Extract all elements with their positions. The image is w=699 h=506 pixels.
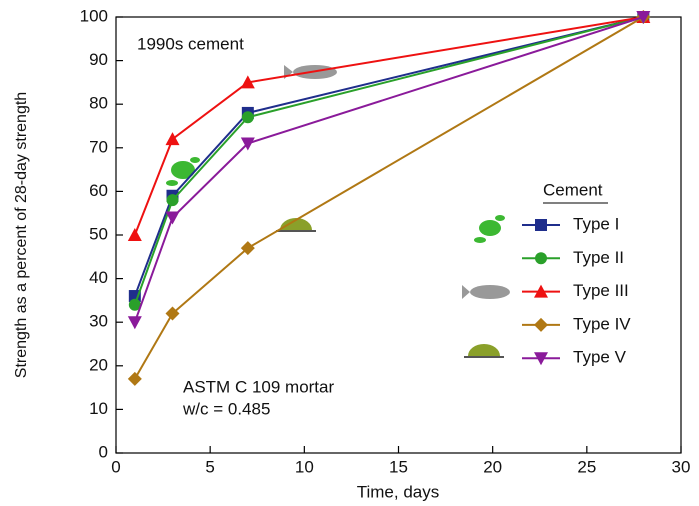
x-tick-label: 25 xyxy=(577,457,596,476)
fish-icon xyxy=(462,285,510,299)
series-line xyxy=(133,16,644,323)
annotation: ASTM C 109 mortar xyxy=(183,377,334,396)
y-tick-label: 50 xyxy=(89,224,108,243)
y-tick-label: 30 xyxy=(89,312,108,331)
legend-label: Type IV xyxy=(573,314,631,333)
series-line xyxy=(133,16,644,380)
marker xyxy=(165,132,180,146)
legend-label: Type III xyxy=(573,281,629,300)
legend-marker xyxy=(535,219,547,231)
series-line xyxy=(133,16,644,297)
annotation: w/c = 0.485 xyxy=(182,399,270,418)
y-tick-label: 0 xyxy=(99,442,108,461)
y-tick-label: 40 xyxy=(89,268,108,287)
legend-label: Type I xyxy=(573,214,619,233)
y-tick-label: 80 xyxy=(89,94,108,113)
legend-marker xyxy=(534,317,548,332)
x-tick-label: 15 xyxy=(389,457,408,476)
marker xyxy=(165,211,180,225)
x-tick-label: 30 xyxy=(672,457,691,476)
x-tick-label: 5 xyxy=(205,457,214,476)
marker xyxy=(240,241,255,256)
frog-icon xyxy=(474,215,505,243)
y-tick-label: 100 xyxy=(80,6,108,25)
legend-label: Type II xyxy=(573,248,624,267)
turtle-icon xyxy=(464,344,504,358)
x-tick-label: 10 xyxy=(295,457,314,476)
y-axis-label: Strength as a percent of 28-day strength xyxy=(13,92,30,378)
marker xyxy=(166,194,179,207)
x-tick-label: 20 xyxy=(483,457,502,476)
marker xyxy=(165,306,180,321)
legend-marker xyxy=(534,284,548,298)
annotation: 1990s cement xyxy=(137,34,244,53)
marker xyxy=(240,137,255,151)
marker xyxy=(127,371,142,386)
marker xyxy=(127,228,142,241)
marker xyxy=(240,75,255,89)
x-tick-label: 0 xyxy=(111,457,120,476)
marker xyxy=(127,316,142,330)
legend-marker xyxy=(535,252,547,265)
legend-marker xyxy=(534,352,548,366)
y-tick-label: 60 xyxy=(89,181,108,200)
x-axis-label: Time, days xyxy=(357,482,440,501)
marker xyxy=(128,298,141,311)
marker xyxy=(241,111,254,124)
frog-icon xyxy=(166,157,200,186)
turtle-icon xyxy=(276,218,316,232)
y-tick-label: 10 xyxy=(89,399,108,418)
marker xyxy=(636,11,651,24)
series-line xyxy=(133,16,644,306)
y-tick-label: 70 xyxy=(89,137,108,156)
y-tick-label: 90 xyxy=(89,50,108,69)
y-tick-label: 20 xyxy=(89,355,108,374)
series-line xyxy=(133,16,644,236)
legend-title: Cement xyxy=(543,180,603,199)
legend-label: Type V xyxy=(573,348,627,367)
